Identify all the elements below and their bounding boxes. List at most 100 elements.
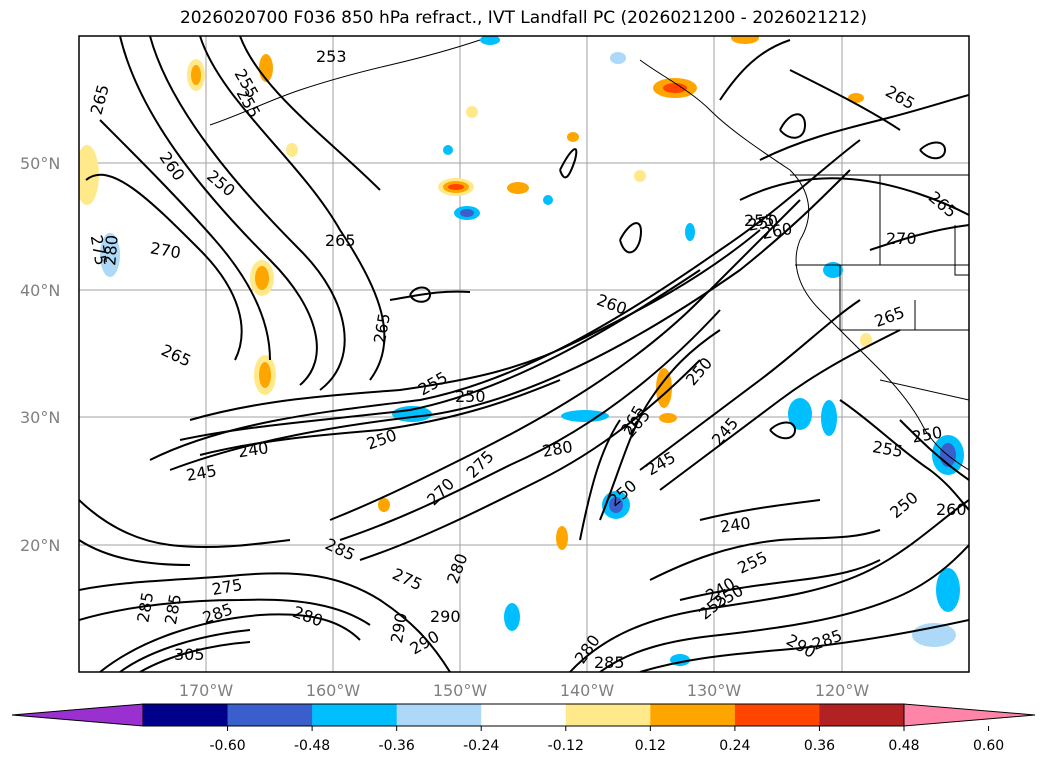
positive-anomaly-patch — [79, 145, 99, 205]
colorbar-tick-label: -0.24 — [463, 738, 499, 754]
gridlines — [79, 36, 969, 672]
contour-line — [409, 286, 432, 303]
positive-anomaly-patch — [378, 498, 390, 512]
colorbar-extension-min — [11, 703, 144, 727]
negative-anomaly-patch — [543, 195, 553, 205]
lon-label-140w: 140°W — [560, 681, 615, 700]
contour-line — [99, 613, 361, 672]
contour-line — [619, 222, 642, 254]
negative-anomaly-patch — [788, 398, 812, 430]
aleutian-islands — [209, 39, 481, 126]
contour-label: 265 — [325, 231, 356, 250]
lat-label-50n: 50°N — [20, 154, 60, 173]
contour-label: 305 — [174, 645, 205, 664]
positive-anomaly-patch — [634, 170, 646, 182]
colorbar: -0.60 -0.48 -0.36 -0.24 -0.12 0.12 0.24 0.36 0.4… — [11, 703, 1036, 754]
contour-line — [599, 329, 721, 521]
colorbar-tick-label: -0.12 — [548, 738, 584, 754]
positive-anomaly-patch — [448, 184, 464, 190]
positive-anomaly-patch — [259, 362, 271, 388]
positive-anomaly-patch — [860, 333, 872, 347]
colorbar-outline — [142, 703, 905, 727]
contour-line — [779, 113, 807, 139]
contour-line — [699, 499, 821, 521]
negative-anomaly-patch — [936, 568, 960, 612]
colorbar-segment — [227, 704, 313, 726]
contour-line — [79, 572, 451, 672]
colorbar-tick-label: -0.36 — [379, 738, 415, 754]
colorbar-tick-label: 0.48 — [888, 738, 919, 754]
colorbar-tick-label: 0.12 — [635, 738, 666, 754]
contour-line — [769, 421, 797, 440]
contour-label: 270 — [886, 229, 917, 248]
contour-line — [79, 598, 371, 626]
negative-anomaly-patch — [480, 36, 500, 45]
lon-label-160w: 160°W — [306, 681, 361, 700]
border-us-mexico — [879, 379, 969, 401]
contour-line — [169, 169, 851, 471]
border-state — [839, 265, 969, 331]
contour-line — [719, 39, 791, 101]
contour-line — [79, 499, 291, 549]
colorbar-segment — [143, 704, 229, 726]
contour-line — [149, 36, 346, 391]
contour-line — [85, 173, 243, 361]
negative-anomaly-patch — [504, 603, 520, 631]
contour-line — [739, 177, 969, 216]
positive-anomaly-patch — [731, 36, 759, 44]
contour-line — [119, 36, 318, 386]
negative-anomaly-patch — [561, 410, 609, 422]
contour-line — [839, 399, 969, 511]
contour-line — [339, 309, 721, 541]
lat-label-30n: 30°N — [20, 408, 60, 427]
negative-anomaly-patch — [821, 400, 837, 436]
lon-label-170w: 170°W — [179, 681, 234, 700]
lon-label-120w: 120°W — [815, 681, 870, 700]
contour-label: 240 — [237, 438, 270, 461]
positive-anomaly-patch — [567, 132, 579, 142]
contour-line — [649, 529, 881, 581]
contour-line — [579, 419, 621, 541]
border-state — [954, 225, 969, 276]
colorbar-segment — [650, 704, 736, 726]
contour-line — [359, 359, 701, 561]
map-title: 2026020700 F036 850 hPa refract., IVT La… — [179, 8, 867, 28]
contour-line — [79, 539, 191, 566]
coastlines — [209, 39, 969, 471]
contour-line — [759, 94, 969, 161]
refractivity-contours — [79, 36, 969, 672]
colorbar-extension-max — [903, 703, 1036, 727]
contour-label: 240 — [719, 513, 752, 536]
contour-line — [569, 499, 969, 672]
colorbar-segment — [396, 704, 482, 726]
contour-line — [119, 629, 251, 672]
contour-line — [679, 559, 881, 601]
contour-line — [789, 69, 901, 131]
colorbar-segment — [734, 704, 820, 726]
colorbar-tick-label: 0.24 — [719, 738, 750, 754]
contour-line — [599, 544, 969, 672]
contour-line — [199, 379, 561, 456]
contour-line — [899, 419, 969, 481]
positive-anomaly-patch — [191, 65, 201, 85]
colorbar-segment — [565, 704, 651, 726]
positive-anomaly-patch — [663, 83, 687, 93]
contour-line — [179, 269, 701, 441]
positive-anomaly-patch — [556, 526, 568, 550]
colorbar-segment — [481, 704, 567, 726]
positive-anomaly-patch — [286, 143, 298, 157]
lon-label-150w: 150°W — [433, 681, 488, 700]
colorbar-tick-label: -0.48 — [294, 738, 330, 754]
colorbar-tick-label: -0.60 — [209, 738, 245, 754]
contour-label: 250 — [455, 387, 486, 406]
contour-line — [639, 299, 861, 471]
positive-anomaly-patch — [659, 413, 677, 423]
contour-line — [559, 148, 578, 179]
contour-line — [239, 36, 381, 191]
positive-anomaly-patch — [507, 182, 529, 194]
negative-anomaly-patch — [685, 223, 695, 241]
contour-label: 260 — [936, 500, 967, 519]
negative-anomaly-patch — [610, 52, 626, 64]
negative-anomaly-patch — [460, 209, 474, 217]
